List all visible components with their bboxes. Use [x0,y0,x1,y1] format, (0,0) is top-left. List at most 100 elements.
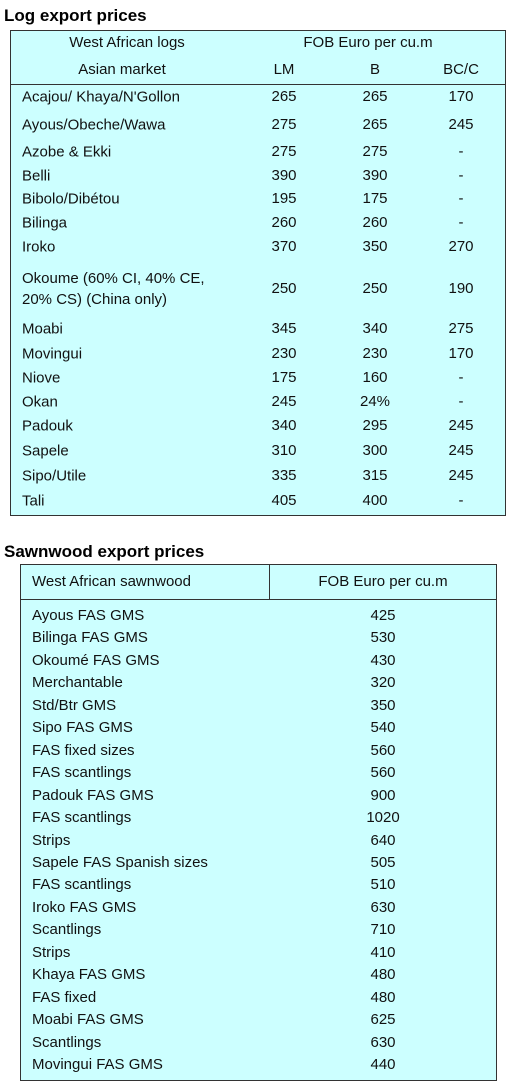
cell: 370 [271,238,297,255]
cell: 480 [370,988,396,1006]
row-label: FAS scantlings [32,809,132,827]
row-label: Niove [22,369,61,387]
row-label: Padouk [22,417,73,435]
cell: 275 [448,320,474,337]
row-label: Acajou/ Khaya/N'Gollon [22,88,180,106]
cell: 170 [448,88,474,105]
cell: 295 [362,417,388,434]
cell: 320 [370,674,396,692]
row-label: FAS fixed sizes [32,741,135,759]
row-label: Azobe & Ekki [22,143,112,161]
cell: 540 [370,719,396,737]
cell: 345 [271,320,297,337]
row-label: Bibolo/Dibétou [22,190,120,208]
cell: 625 [370,1011,396,1029]
row-label: Okoume (60% CI, 40% CE, 20% CS) (China o… [22,270,205,308]
row-label: Movingui FAS GMS [32,1056,163,1073]
cell: 245 [448,467,474,484]
cell: 630 [370,1033,396,1051]
cell: 505 [370,853,396,871]
cell: 245 [448,417,474,434]
cell: 390 [271,167,297,184]
row-label: Okan [22,393,58,411]
cell: 265 [362,88,388,105]
row-label: Iroko [22,238,56,256]
cell: - [458,492,464,509]
cell: 710 [370,921,396,939]
row-label: Std/Btr GMS [32,696,117,714]
cell: 900 [370,786,396,804]
row-label: Moabi FAS GMS [32,1011,144,1029]
cell: 640 [370,831,396,849]
row-label: Ayous FAS GMS [32,607,145,624]
row-label: Movingui [22,345,83,363]
cell: - [458,214,464,231]
cell: 530 [370,629,396,647]
cell: 195 [271,190,297,207]
cell: 170 [448,345,474,362]
row-label: Belli [22,167,51,185]
cell: 265 [271,88,297,105]
cell: 340 [362,320,388,337]
cell: 245 [448,442,474,459]
cell: 340 [271,417,297,434]
cell: 160 [362,369,388,386]
cell: 400 [362,492,388,509]
cell: 300 [362,442,388,459]
header-cell: FOB Euro per cu.m [318,573,448,590]
cell: 175 [362,190,388,207]
divider [10,84,506,85]
cell: 250 [362,280,388,297]
cell: 260 [362,214,388,231]
cell: 275 [271,116,297,133]
header-cell: FOB Euro per cu.m [303,34,433,51]
cell: 510 [370,876,396,894]
row-label: Ayous/Obeche/Wawa [22,116,166,134]
section-title: Log export prices [4,6,147,25]
row-label: Scantlings [32,1033,102,1051]
cell: 245 [271,393,297,410]
row-label: Sipo/Utile [22,467,87,485]
cell: 275 [271,143,297,160]
cell: 390 [362,167,388,184]
cell: 265 [362,116,388,133]
cell: - [458,369,464,386]
header-cell: BC/C [443,61,479,78]
cell: 1020 [366,809,400,827]
cell: 175 [271,369,297,386]
cell: 350 [362,238,388,255]
row-label: Padouk FAS GMS [32,786,154,804]
cell: 245 [448,116,474,133]
cell: 275 [362,143,388,160]
row-label: Bilinga [22,214,68,232]
row-label: Iroko FAS GMS [32,898,137,916]
cell: - [458,393,464,410]
divider [20,599,497,600]
header-cell: West African logs [69,34,185,51]
cell: 260 [271,214,297,231]
row-label: Bilinga FAS GMS [32,629,148,647]
sawn-table [20,564,497,1081]
row-label: Tali [22,492,45,510]
row-label: Scantlings [32,921,102,939]
cell: 425 [370,607,396,624]
header-cell: B [369,61,381,78]
cell: 315 [362,467,388,484]
cell: 405 [271,492,297,509]
cell: 190 [448,280,474,297]
cell: 310 [271,442,297,459]
cell: - [458,190,464,207]
row-label: FAS scantlings [32,764,132,782]
divider [269,564,270,600]
row-label: Strips [32,831,71,849]
cell: 270 [448,238,474,255]
row-label: Moabi [22,320,63,338]
cell: 560 [370,741,396,759]
cell: 560 [370,764,396,782]
header-cell: West African sawnwood [32,573,191,590]
cell: 440 [370,1056,396,1073]
row-label: FAS scantlings [32,876,132,894]
row-label: Merchantable [32,674,123,692]
cell: - [458,167,464,184]
